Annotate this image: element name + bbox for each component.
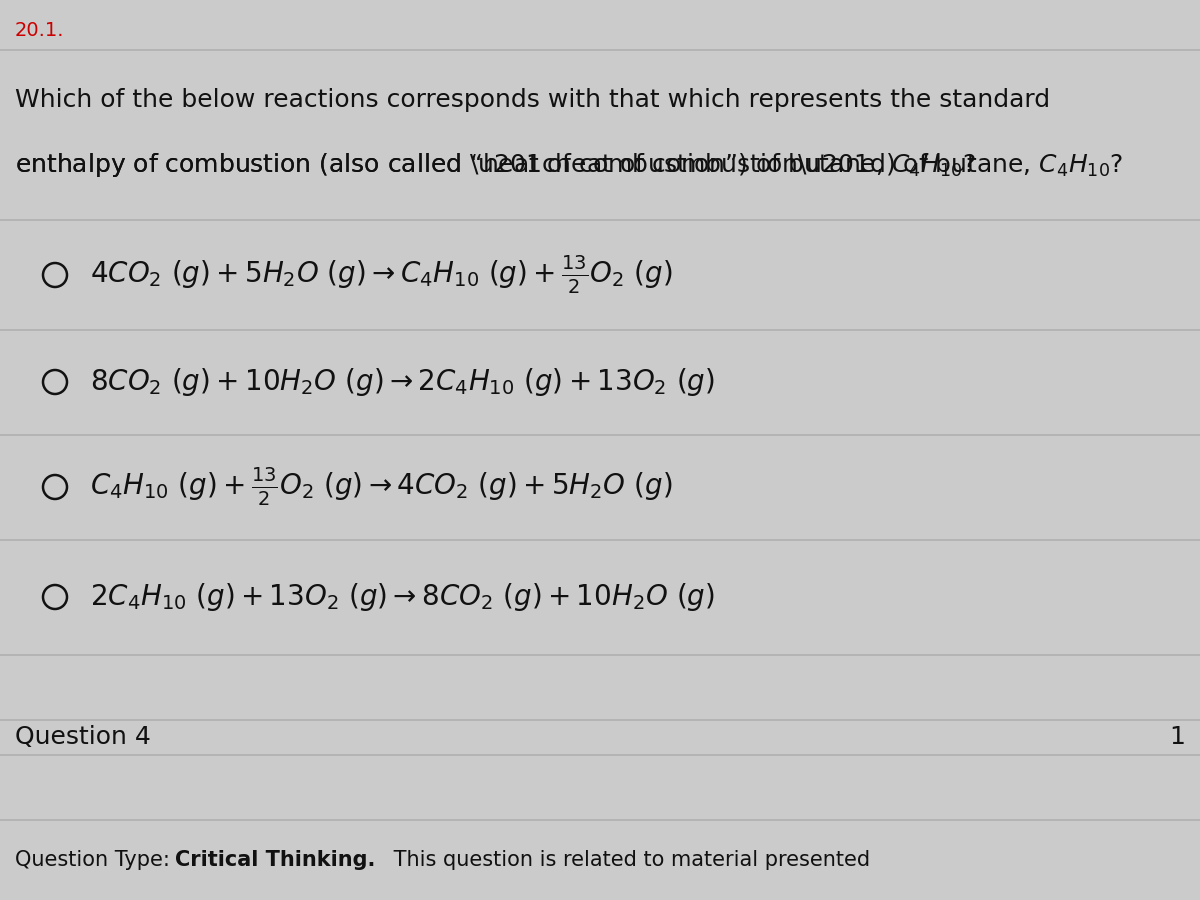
Text: $2C_4H_{10}\ (g) + 13O_2\ (g) \rightarrow 8CO_2\ (g) + 10H_2O\ (g)$: $2C_4H_{10}\ (g) + 13O_2\ (g) \rightarro… [90,581,715,613]
Text: Critical Thinking.: Critical Thinking. [175,850,376,870]
Text: enthalpy of combustion (also called “heat of combustion”) of butane, $C_4H_{10}$: enthalpy of combustion (also called “hea… [14,151,976,179]
Text: $C_4H_{10}\ (g) + \frac{13}{2}O_2\ (g) \rightarrow 4CO_2\ (g) + 5H_2O\ (g)$: $C_4H_{10}\ (g) + \frac{13}{2}O_2\ (g) \… [90,466,672,508]
Text: This question is related to material presented: This question is related to material pre… [386,850,870,870]
Text: Question 4: Question 4 [14,725,151,749]
Text: $4CO_2\ (g) + 5H_2O\ (g) \rightarrow C_4H_{10}\ (g) + \frac{13}{2}O_2\ (g)$: $4CO_2\ (g) + 5H_2O\ (g) \rightarrow C_4… [90,254,672,296]
Text: $8CO_2\ (g) + 10H_2O\ (g) \rightarrow 2C_4H_{10}\ (g) + 13O_2\ (g)$: $8CO_2\ (g) + 10H_2O\ (g) \rightarrow 2C… [90,366,715,398]
Text: 20.1.: 20.1. [14,21,65,40]
Text: enthalpy of combustion (also called \u201cheat of combustion\u201d) of butane, $: enthalpy of combustion (also called \u20… [14,151,1123,179]
Text: 1: 1 [1169,725,1186,749]
Text: Which of the below reactions corresponds with that which represents the standard: Which of the below reactions corresponds… [14,88,1050,112]
Text: Question Type:: Question Type: [14,850,176,870]
